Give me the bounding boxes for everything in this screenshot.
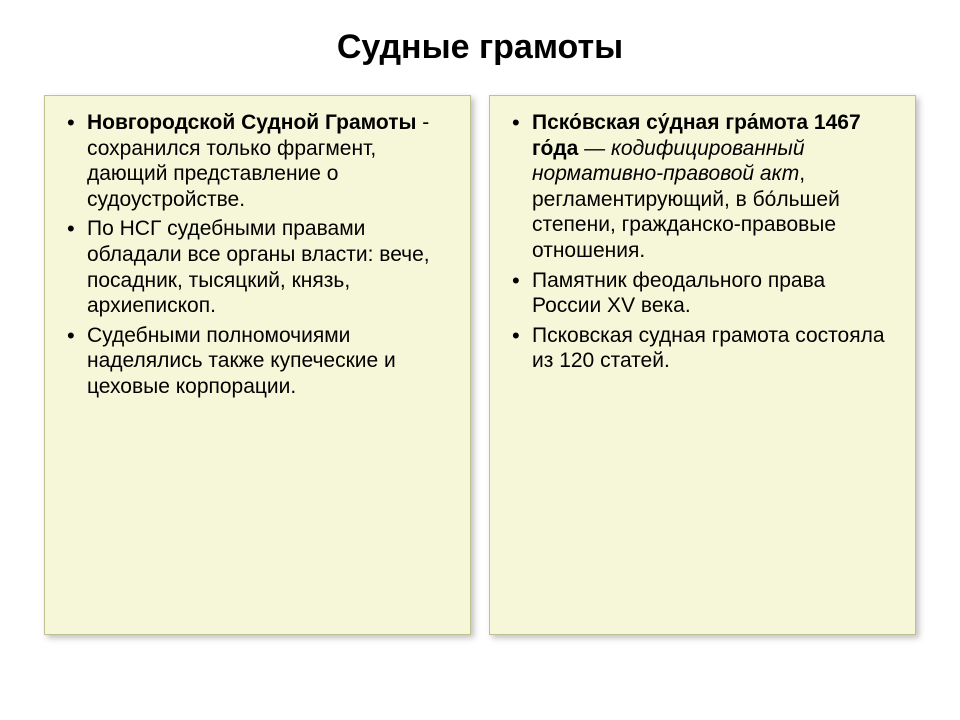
list-item: Новгородской Судной Грамоты - сохранился… <box>61 110 454 212</box>
list-item: Судебными полномочиями наделялись также … <box>61 323 454 400</box>
bold-text: Новгородской Судной Грамоты <box>87 111 416 134</box>
right-panel: Пско́вская су́дная гра́мота 1467 го́да —… <box>489 95 916 635</box>
list-item: По НСГ судебными правами обладали все ор… <box>61 216 454 318</box>
right-list: Пско́вская су́дная гра́мота 1467 го́да —… <box>506 110 899 374</box>
columns-container: Новгородской Судной Грамоты - сохранился… <box>44 95 916 635</box>
dash-text: — <box>578 137 611 160</box>
item-text: По НСГ судебными правами обладали все ор… <box>87 217 430 317</box>
item-text: Памятник феодального права России XV век… <box>532 269 825 318</box>
list-item: Памятник феодального права России XV век… <box>506 268 899 319</box>
list-item: Псковская судная грамота состояла из 120… <box>506 323 899 374</box>
slide-title: Судные грамоты <box>44 28 916 67</box>
left-list: Новгородской Судной Грамоты - сохранился… <box>61 110 454 400</box>
item-text: Псковская судная грамота состояла из 120… <box>532 324 885 373</box>
list-item: Пско́вская су́дная гра́мота 1467 го́да —… <box>506 110 899 264</box>
item-text: Судебными полномочиями наделялись также … <box>87 324 396 398</box>
left-panel: Новгородской Судной Грамоты - сохранился… <box>44 95 471 635</box>
